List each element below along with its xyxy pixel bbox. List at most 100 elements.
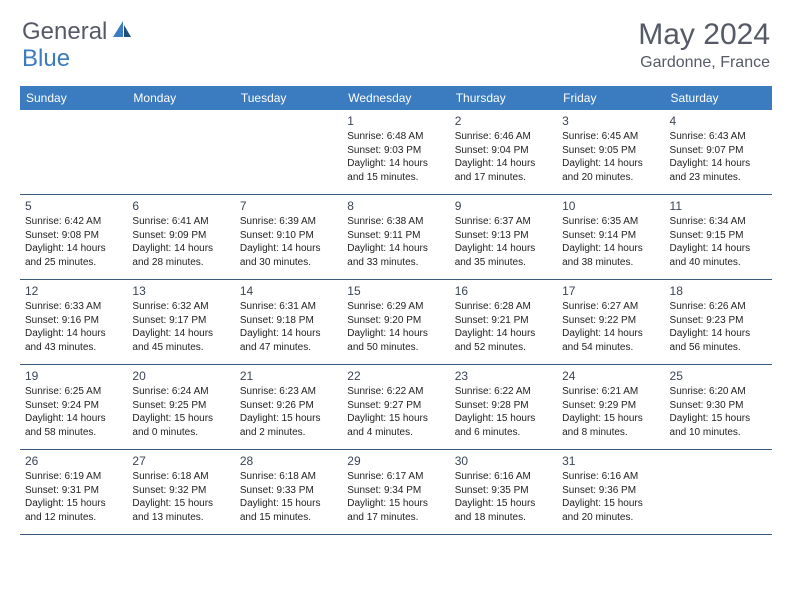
day-detail: and 12 minutes. xyxy=(25,511,122,525)
day-detail: Sunset: 9:08 PM xyxy=(25,229,122,243)
day-detail: Sunset: 9:36 PM xyxy=(562,484,659,498)
day-detail: Daylight: 14 hours xyxy=(455,327,552,341)
day-detail: Sunrise: 6:18 AM xyxy=(132,470,229,484)
day-detail: Sunset: 9:20 PM xyxy=(347,314,444,328)
day-number: 11 xyxy=(670,198,767,214)
day-detail: and 33 minutes. xyxy=(347,256,444,270)
day-detail: Sunrise: 6:43 AM xyxy=(670,130,767,144)
day-detail: Sunset: 9:11 PM xyxy=(347,229,444,243)
day-detail: and 17 minutes. xyxy=(347,511,444,525)
day-number: 25 xyxy=(670,368,767,384)
day-detail: Daylight: 15 hours xyxy=(240,497,337,511)
day-number: 22 xyxy=(347,368,444,384)
day-detail: Daylight: 14 hours xyxy=(670,157,767,171)
day-detail: Daylight: 14 hours xyxy=(670,327,767,341)
day-detail: Daylight: 14 hours xyxy=(132,327,229,341)
day-detail: Sunset: 9:35 PM xyxy=(455,484,552,498)
day-detail: and 25 minutes. xyxy=(25,256,122,270)
logo-blue-row: Blue xyxy=(22,45,70,73)
day-cell: 12Sunrise: 6:33 AMSunset: 9:16 PMDayligh… xyxy=(20,280,127,364)
day-detail: Sunrise: 6:35 AM xyxy=(562,215,659,229)
day-cell: 14Sunrise: 6:31 AMSunset: 9:18 PMDayligh… xyxy=(235,280,342,364)
day-detail: Daylight: 15 hours xyxy=(455,412,552,426)
day-detail: Sunrise: 6:24 AM xyxy=(132,385,229,399)
day-detail: Sunrise: 6:16 AM xyxy=(455,470,552,484)
day-cell: 1Sunrise: 6:48 AMSunset: 9:03 PMDaylight… xyxy=(342,110,449,194)
weekday-cell: Monday xyxy=(127,86,234,110)
day-cell: 13Sunrise: 6:32 AMSunset: 9:17 PMDayligh… xyxy=(127,280,234,364)
day-detail: Sunrise: 6:19 AM xyxy=(25,470,122,484)
day-cell: 17Sunrise: 6:27 AMSunset: 9:22 PMDayligh… xyxy=(557,280,664,364)
day-cell: 18Sunrise: 6:26 AMSunset: 9:23 PMDayligh… xyxy=(665,280,772,364)
day-cell-empty xyxy=(127,110,234,194)
header: General May 2024 Gardonne, France xyxy=(0,0,792,80)
day-detail: Sunrise: 6:25 AM xyxy=(25,385,122,399)
day-detail: Daylight: 14 hours xyxy=(347,157,444,171)
day-detail: Sunset: 9:10 PM xyxy=(240,229,337,243)
weekday-cell: Wednesday xyxy=(342,86,449,110)
day-number: 12 xyxy=(25,283,122,299)
week-row: 1Sunrise: 6:48 AMSunset: 9:03 PMDaylight… xyxy=(20,110,772,195)
day-detail: Daylight: 15 hours xyxy=(455,497,552,511)
day-detail: and 4 minutes. xyxy=(347,426,444,440)
day-number: 1 xyxy=(347,113,444,129)
day-cell-empty xyxy=(20,110,127,194)
day-number: 7 xyxy=(240,198,337,214)
day-cell: 9Sunrise: 6:37 AMSunset: 9:13 PMDaylight… xyxy=(450,195,557,279)
day-cell: 2Sunrise: 6:46 AMSunset: 9:04 PMDaylight… xyxy=(450,110,557,194)
month-title: May 2024 xyxy=(638,18,770,52)
day-cell: 7Sunrise: 6:39 AMSunset: 9:10 PMDaylight… xyxy=(235,195,342,279)
day-detail: and 38 minutes. xyxy=(562,256,659,270)
logo: General xyxy=(22,18,135,46)
day-number: 28 xyxy=(240,453,337,469)
day-detail: Sunset: 9:05 PM xyxy=(562,144,659,158)
day-detail: Sunset: 9:13 PM xyxy=(455,229,552,243)
day-detail: Sunset: 9:24 PM xyxy=(25,399,122,413)
day-detail: Sunset: 9:25 PM xyxy=(132,399,229,413)
day-detail: Sunrise: 6:26 AM xyxy=(670,300,767,314)
day-number: 13 xyxy=(132,283,229,299)
day-detail: and 18 minutes. xyxy=(455,511,552,525)
weekday-cell: Sunday xyxy=(20,86,127,110)
day-number: 26 xyxy=(25,453,122,469)
day-detail: Sunset: 9:26 PM xyxy=(240,399,337,413)
day-detail: Sunrise: 6:22 AM xyxy=(455,385,552,399)
day-detail: and 2 minutes. xyxy=(240,426,337,440)
logo-sail-icon xyxy=(111,19,133,46)
day-detail: and 15 minutes. xyxy=(240,511,337,525)
day-detail: Daylight: 15 hours xyxy=(347,412,444,426)
day-detail: and 20 minutes. xyxy=(562,171,659,185)
day-cell: 3Sunrise: 6:45 AMSunset: 9:05 PMDaylight… xyxy=(557,110,664,194)
day-detail: Sunrise: 6:41 AM xyxy=(132,215,229,229)
day-detail: Sunrise: 6:27 AM xyxy=(562,300,659,314)
day-detail: Daylight: 14 hours xyxy=(347,327,444,341)
day-detail: and 8 minutes. xyxy=(562,426,659,440)
day-number: 6 xyxy=(132,198,229,214)
day-number: 14 xyxy=(240,283,337,299)
day-number: 19 xyxy=(25,368,122,384)
day-detail: Sunrise: 6:23 AM xyxy=(240,385,337,399)
day-detail: Sunrise: 6:45 AM xyxy=(562,130,659,144)
day-number: 27 xyxy=(132,453,229,469)
day-detail: Sunset: 9:28 PM xyxy=(455,399,552,413)
day-detail: Sunrise: 6:18 AM xyxy=(240,470,337,484)
day-detail: Sunrise: 6:20 AM xyxy=(670,385,767,399)
day-cell: 26Sunrise: 6:19 AMSunset: 9:31 PMDayligh… xyxy=(20,450,127,534)
day-detail: and 28 minutes. xyxy=(132,256,229,270)
day-cell: 30Sunrise: 6:16 AMSunset: 9:35 PMDayligh… xyxy=(450,450,557,534)
weekday-row: SundayMondayTuesdayWednesdayThursdayFrid… xyxy=(20,86,772,110)
day-detail: Daylight: 14 hours xyxy=(670,242,767,256)
day-detail: Daylight: 15 hours xyxy=(240,412,337,426)
day-cell: 23Sunrise: 6:22 AMSunset: 9:28 PMDayligh… xyxy=(450,365,557,449)
day-detail: and 0 minutes. xyxy=(132,426,229,440)
day-detail: Sunset: 9:15 PM xyxy=(670,229,767,243)
location: Gardonne, France xyxy=(638,54,770,72)
day-number: 15 xyxy=(347,283,444,299)
day-number: 8 xyxy=(347,198,444,214)
day-detail: Sunset: 9:31 PM xyxy=(25,484,122,498)
day-cell: 11Sunrise: 6:34 AMSunset: 9:15 PMDayligh… xyxy=(665,195,772,279)
day-cell: 20Sunrise: 6:24 AMSunset: 9:25 PMDayligh… xyxy=(127,365,234,449)
week-row: 5Sunrise: 6:42 AMSunset: 9:08 PMDaylight… xyxy=(20,195,772,280)
day-detail: Sunrise: 6:38 AM xyxy=(347,215,444,229)
day-detail: Sunset: 9:17 PM xyxy=(132,314,229,328)
